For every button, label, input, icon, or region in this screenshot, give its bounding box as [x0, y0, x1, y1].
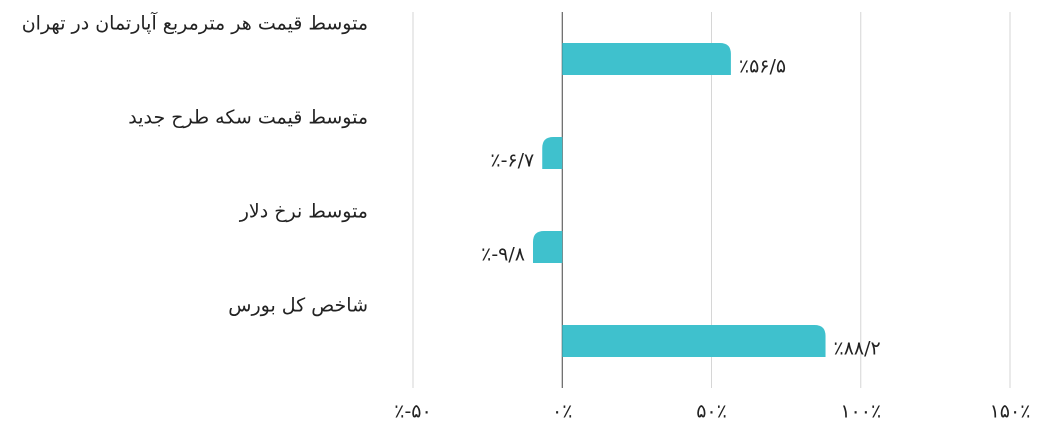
value-label: ٪-۶/۷: [490, 150, 534, 172]
x-tick-label: ۱۵۰٪: [990, 401, 1031, 423]
x-tick-label: ۰٪: [552, 401, 572, 423]
value-label: ٪۵۶/۵: [739, 56, 786, 78]
x-tick-label: ۵۰٪: [696, 401, 727, 423]
value-label: ٪-۹/۸: [481, 244, 525, 266]
x-tick-label: ٪-۵۰: [394, 401, 431, 423]
bar: [562, 325, 826, 357]
bar: [542, 137, 563, 169]
value-label: ٪۸۸/۲: [834, 338, 881, 360]
category-label: شاخص کل بورس: [228, 295, 368, 317]
category-label: متوسط قیمت سکه طرح جدید: [128, 107, 368, 129]
category-label: متوسط قیمت هر مترمربع آپارتمان در تهران: [22, 11, 368, 35]
bar: [532, 231, 563, 263]
bar: [562, 43, 731, 75]
category-label: متوسط نرخ دلار: [239, 201, 368, 223]
x-tick-label: ۱۰۰٪: [840, 401, 881, 423]
